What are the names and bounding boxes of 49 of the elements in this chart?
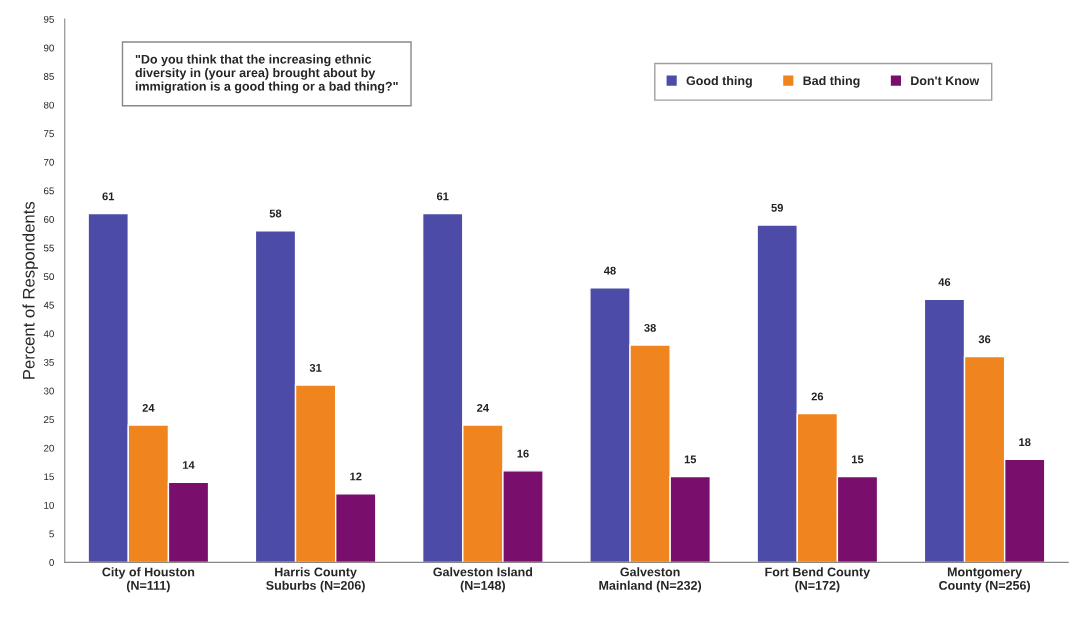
data-label: 15 bbox=[684, 455, 697, 464]
data-label: 58 bbox=[269, 209, 282, 218]
x-tick-label: Galveston Island (N=148) bbox=[433, 567, 533, 593]
annotation: "Do you think that the increasing ethnic diversity in (your area) brought about by immigration is a good thing or a bad thing?" bbox=[135, 54, 398, 94]
y-tick-label: 40 bbox=[43, 330, 54, 338]
legend-label: Good thing bbox=[686, 75, 752, 88]
y-tick-label: 80 bbox=[43, 101, 54, 109]
x-tick-label: Montgomery County (N=256) bbox=[939, 567, 1030, 593]
y-tick-label: 65 bbox=[44, 187, 54, 195]
data-label: 48 bbox=[603, 266, 616, 275]
y-axis-title: Percent of Respondents bbox=[22, 201, 38, 379]
x-tick-label: City of Houston (N=111) bbox=[102, 567, 195, 593]
data-label: 31 bbox=[309, 363, 322, 372]
x-tick-label: Harris County Suburbs (N=206) bbox=[266, 567, 365, 593]
data-label: 18 bbox=[1019, 438, 1031, 447]
x-tick-label: Galveston Mainland (N=232) bbox=[599, 567, 702, 593]
data-label: 61 bbox=[102, 192, 115, 201]
data-label: 24 bbox=[142, 403, 155, 412]
y-tick-label: 85 bbox=[43, 73, 54, 80]
y-tick-label: 20 bbox=[44, 444, 54, 452]
data-label: 38 bbox=[644, 323, 656, 332]
data-label: 16 bbox=[517, 449, 529, 458]
y-tick-label: 75 bbox=[44, 130, 54, 138]
y-tick-label: 0 bbox=[49, 559, 54, 566]
legend-label: Bad thing bbox=[803, 75, 860, 88]
y-tick-label: 15 bbox=[44, 473, 54, 481]
y-tick-label: 25 bbox=[44, 416, 54, 423]
data-label: 59 bbox=[771, 203, 783, 212]
y-tick-label: 95 bbox=[43, 15, 54, 23]
y-tick-label: 50 bbox=[43, 273, 54, 281]
data-label: 12 bbox=[350, 472, 362, 481]
y-tick-label: 35 bbox=[43, 358, 54, 366]
y-tick-label: 60 bbox=[44, 216, 54, 223]
data-label: 26 bbox=[811, 392, 824, 401]
y-tick-label: 90 bbox=[43, 44, 54, 52]
data-label: 24 bbox=[477, 403, 489, 412]
y-tick-label: 30 bbox=[43, 387, 54, 395]
data-label: 61 bbox=[436, 192, 449, 201]
legend-label: Don't Know bbox=[911, 76, 980, 86]
y-tick-label: 70 bbox=[44, 158, 54, 166]
data-label: 15 bbox=[852, 455, 864, 464]
data-label: 14 bbox=[183, 461, 195, 469]
y-tick-label: 55 bbox=[43, 244, 54, 252]
data-label: 36 bbox=[978, 335, 991, 344]
y-tick-label: 45 bbox=[43, 301, 54, 309]
y-tick-label: 5 bbox=[49, 530, 54, 538]
data-label: 46 bbox=[938, 278, 951, 287]
x-tick-label: Fort Bend County (N=172) bbox=[765, 567, 871, 593]
y-tick-label: 10 bbox=[44, 501, 54, 509]
